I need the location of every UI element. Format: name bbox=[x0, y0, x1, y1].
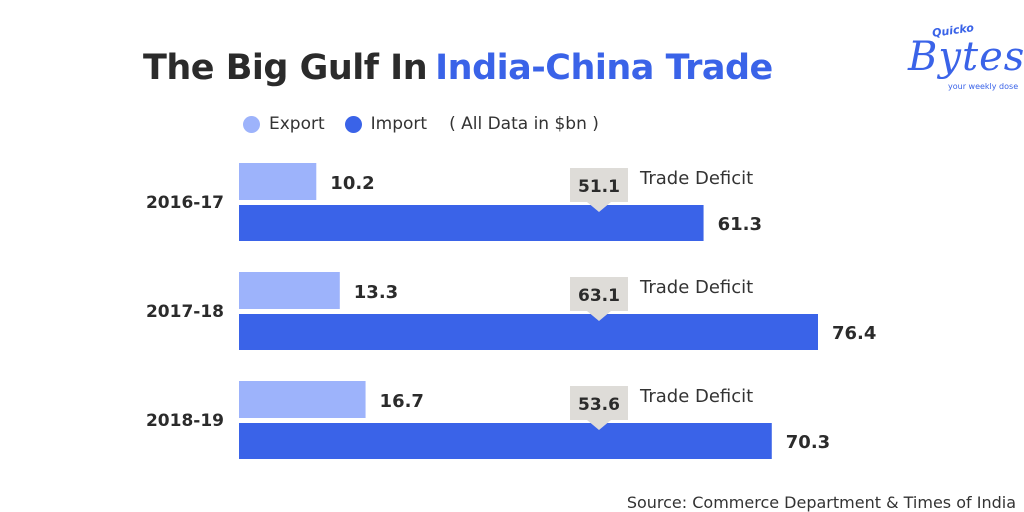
quicko-bytes-logo: Quicko Bytes your weekly dose bbox=[900, 18, 1024, 98]
deficit-text-label-2017-18: Trade Deficit bbox=[639, 277, 753, 298]
chart-title: The Big Gulf In India-China Trade bbox=[143, 48, 773, 88]
source-note: Source: Commerce Department & Times of I… bbox=[626, 493, 1016, 512]
deficit-value-label-2016-17: 51.1 bbox=[578, 177, 620, 197]
export-value-label-2018-19: 16.7 bbox=[380, 391, 424, 412]
import-value-label-2018-19: 70.3 bbox=[786, 432, 830, 453]
deficit-text-label-2016-17: Trade Deficit bbox=[639, 168, 753, 189]
export-bar-2017-18 bbox=[239, 272, 340, 309]
category-label-2016-17: 2016-17 bbox=[146, 193, 224, 213]
legend-swatch-export bbox=[243, 115, 260, 133]
legend-label-import: Import bbox=[370, 114, 428, 134]
import-bar-2016-17 bbox=[239, 205, 704, 241]
export-value-label-2016-17: 10.2 bbox=[330, 173, 374, 194]
logo-big-text: Bytes bbox=[908, 34, 1024, 80]
deficit-callout-2017-18 bbox=[570, 277, 628, 321]
category-label-2017-18: 2017-18 bbox=[146, 302, 224, 322]
logo-tagline: your weekly dose bbox=[948, 82, 1019, 91]
legend-label-export: Export bbox=[269, 114, 325, 134]
deficit-callout-2016-17 bbox=[570, 168, 628, 212]
import-bar-2018-19 bbox=[239, 423, 772, 459]
chart-title-part2: India-China Trade bbox=[435, 48, 773, 88]
export-bar-2018-19 bbox=[239, 381, 366, 418]
deficit-value-label-2017-18: 63.1 bbox=[578, 286, 620, 306]
deficit-value-label-2018-19: 53.6 bbox=[578, 395, 620, 415]
legend-item-import: Import bbox=[344, 114, 428, 134]
chart-title-part1: The Big Gulf In bbox=[143, 48, 428, 88]
deficit-callout-2018-19 bbox=[570, 386, 628, 430]
export-value-label-2017-18: 13.3 bbox=[354, 282, 398, 303]
export-bar-2016-17 bbox=[239, 163, 317, 200]
deficit-text-label-2018-19: Trade Deficit bbox=[639, 386, 753, 407]
legend-swatch-import bbox=[344, 115, 362, 133]
legend: Export Import ( All Data in $bn ) bbox=[243, 114, 599, 134]
legend-units-note: ( All Data in $bn ) bbox=[449, 114, 599, 134]
import-value-label-2016-17: 61.3 bbox=[718, 214, 762, 235]
legend-item-export: Export bbox=[243, 114, 325, 134]
category-label-2018-19: 2018-19 bbox=[146, 411, 224, 431]
import-value-label-2017-18: 76.4 bbox=[832, 323, 876, 344]
import-bar-2017-18 bbox=[239, 314, 818, 350]
